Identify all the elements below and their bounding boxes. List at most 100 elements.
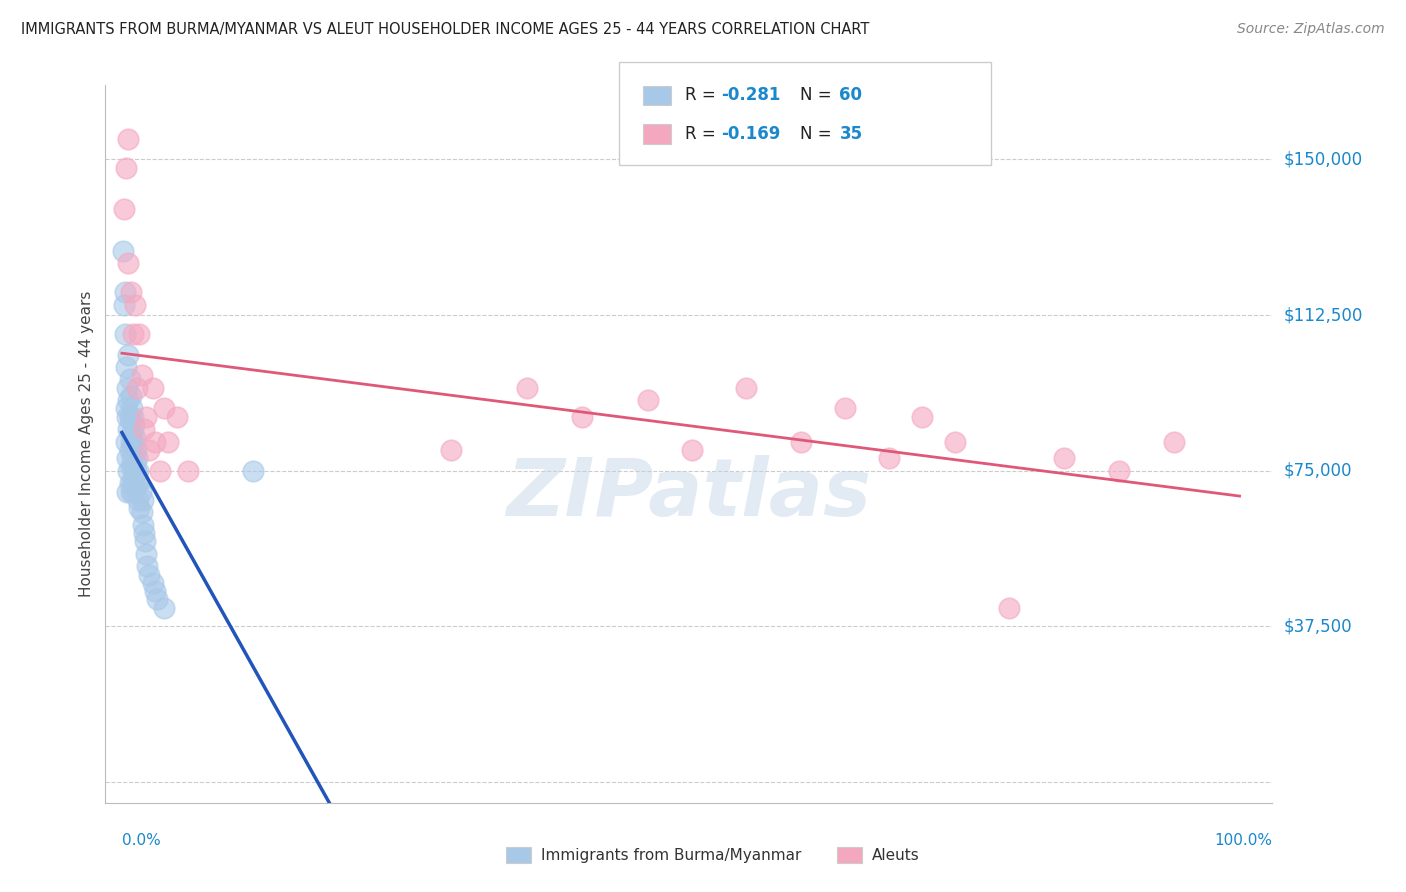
- Point: [911, 409, 934, 424]
- Point: [117, 393, 139, 408]
- Point: [834, 401, 856, 416]
- Point: [142, 381, 165, 395]
- Point: [127, 451, 149, 466]
- Point: [127, 381, 149, 395]
- Text: $75,000: $75,000: [1284, 462, 1353, 480]
- Point: [136, 559, 159, 574]
- Point: [143, 434, 166, 449]
- Point: [132, 526, 155, 541]
- Point: [152, 401, 174, 416]
- Point: [121, 326, 143, 341]
- Point: [124, 480, 146, 494]
- Y-axis label: Householder Income Ages 25 - 44 years: Householder Income Ages 25 - 44 years: [79, 291, 94, 597]
- Text: N =: N =: [800, 87, 837, 104]
- Point: [132, 422, 155, 436]
- Point: [115, 161, 138, 175]
- Point: [121, 476, 143, 491]
- Point: [124, 431, 146, 445]
- Text: $112,500: $112,500: [1284, 306, 1362, 324]
- Point: [134, 534, 156, 549]
- Point: [124, 298, 146, 312]
- Point: [131, 505, 153, 519]
- Point: [120, 484, 142, 499]
- Point: [156, 434, 179, 449]
- Point: [122, 418, 145, 433]
- Point: [121, 401, 143, 416]
- Point: [114, 285, 136, 300]
- Text: $37,500: $37,500: [1284, 617, 1353, 635]
- Point: [121, 434, 143, 449]
- Point: [131, 517, 153, 532]
- Point: [120, 459, 142, 474]
- Point: [124, 455, 146, 469]
- Point: [114, 326, 136, 341]
- Point: [637, 393, 659, 408]
- Point: [122, 442, 145, 457]
- Text: $150,000: $150,000: [1284, 151, 1362, 169]
- Point: [121, 426, 143, 441]
- Point: [128, 501, 150, 516]
- Point: [120, 414, 142, 428]
- Point: [176, 464, 198, 478]
- Point: [166, 409, 188, 424]
- Point: [120, 389, 142, 403]
- Point: [131, 368, 153, 383]
- Point: [115, 401, 138, 416]
- Point: [117, 409, 139, 424]
- Point: [122, 467, 145, 482]
- Point: [135, 409, 157, 424]
- Point: [127, 476, 149, 491]
- Point: [128, 476, 150, 491]
- Point: [149, 464, 172, 478]
- Point: [117, 484, 139, 499]
- Text: 35: 35: [839, 125, 862, 143]
- Point: [146, 592, 169, 607]
- Point: [120, 434, 142, 449]
- Point: [121, 409, 143, 424]
- Point: [117, 256, 139, 270]
- Point: [111, 244, 134, 258]
- Text: R =: R =: [685, 125, 721, 143]
- Text: R =: R =: [685, 87, 721, 104]
- Point: [1163, 434, 1185, 449]
- Text: IMMIGRANTS FROM BURMA/MYANMAR VS ALEUT HOUSEHOLDER INCOME AGES 25 - 44 YEARS COR: IMMIGRANTS FROM BURMA/MYANMAR VS ALEUT H…: [21, 22, 869, 37]
- Point: [735, 381, 758, 395]
- Point: [790, 434, 813, 449]
- Text: -0.281: -0.281: [721, 87, 780, 104]
- Point: [135, 547, 157, 561]
- Text: Aleuts: Aleuts: [872, 848, 920, 863]
- Point: [439, 442, 461, 457]
- Point: [117, 464, 139, 478]
- Text: -0.169: -0.169: [721, 125, 780, 143]
- Text: N =: N =: [800, 125, 837, 143]
- Point: [118, 372, 141, 386]
- Point: [129, 484, 152, 499]
- Text: 60: 60: [839, 87, 862, 104]
- Point: [131, 492, 153, 507]
- Text: Source: ZipAtlas.com: Source: ZipAtlas.com: [1237, 22, 1385, 37]
- Text: 0.0%: 0.0%: [122, 833, 160, 848]
- Point: [998, 600, 1021, 615]
- Point: [516, 381, 538, 395]
- Text: ZIPatlas: ZIPatlas: [506, 455, 872, 533]
- Text: 100.0%: 100.0%: [1215, 833, 1272, 848]
- Point: [115, 434, 138, 449]
- Point: [1108, 464, 1130, 478]
- Point: [117, 422, 139, 436]
- Point: [121, 484, 143, 499]
- Point: [125, 442, 148, 457]
- Point: [127, 464, 149, 478]
- Text: Immigrants from Burma/Myanmar: Immigrants from Burma/Myanmar: [541, 848, 801, 863]
- Point: [118, 476, 141, 491]
- Point: [877, 451, 900, 466]
- Point: [112, 202, 135, 217]
- Point: [138, 442, 160, 457]
- Point: [242, 464, 264, 478]
- Point: [121, 459, 143, 474]
- Point: [118, 409, 141, 424]
- Point: [127, 492, 149, 507]
- Point: [117, 347, 139, 361]
- Point: [128, 326, 150, 341]
- Point: [117, 131, 139, 145]
- Point: [943, 434, 966, 449]
